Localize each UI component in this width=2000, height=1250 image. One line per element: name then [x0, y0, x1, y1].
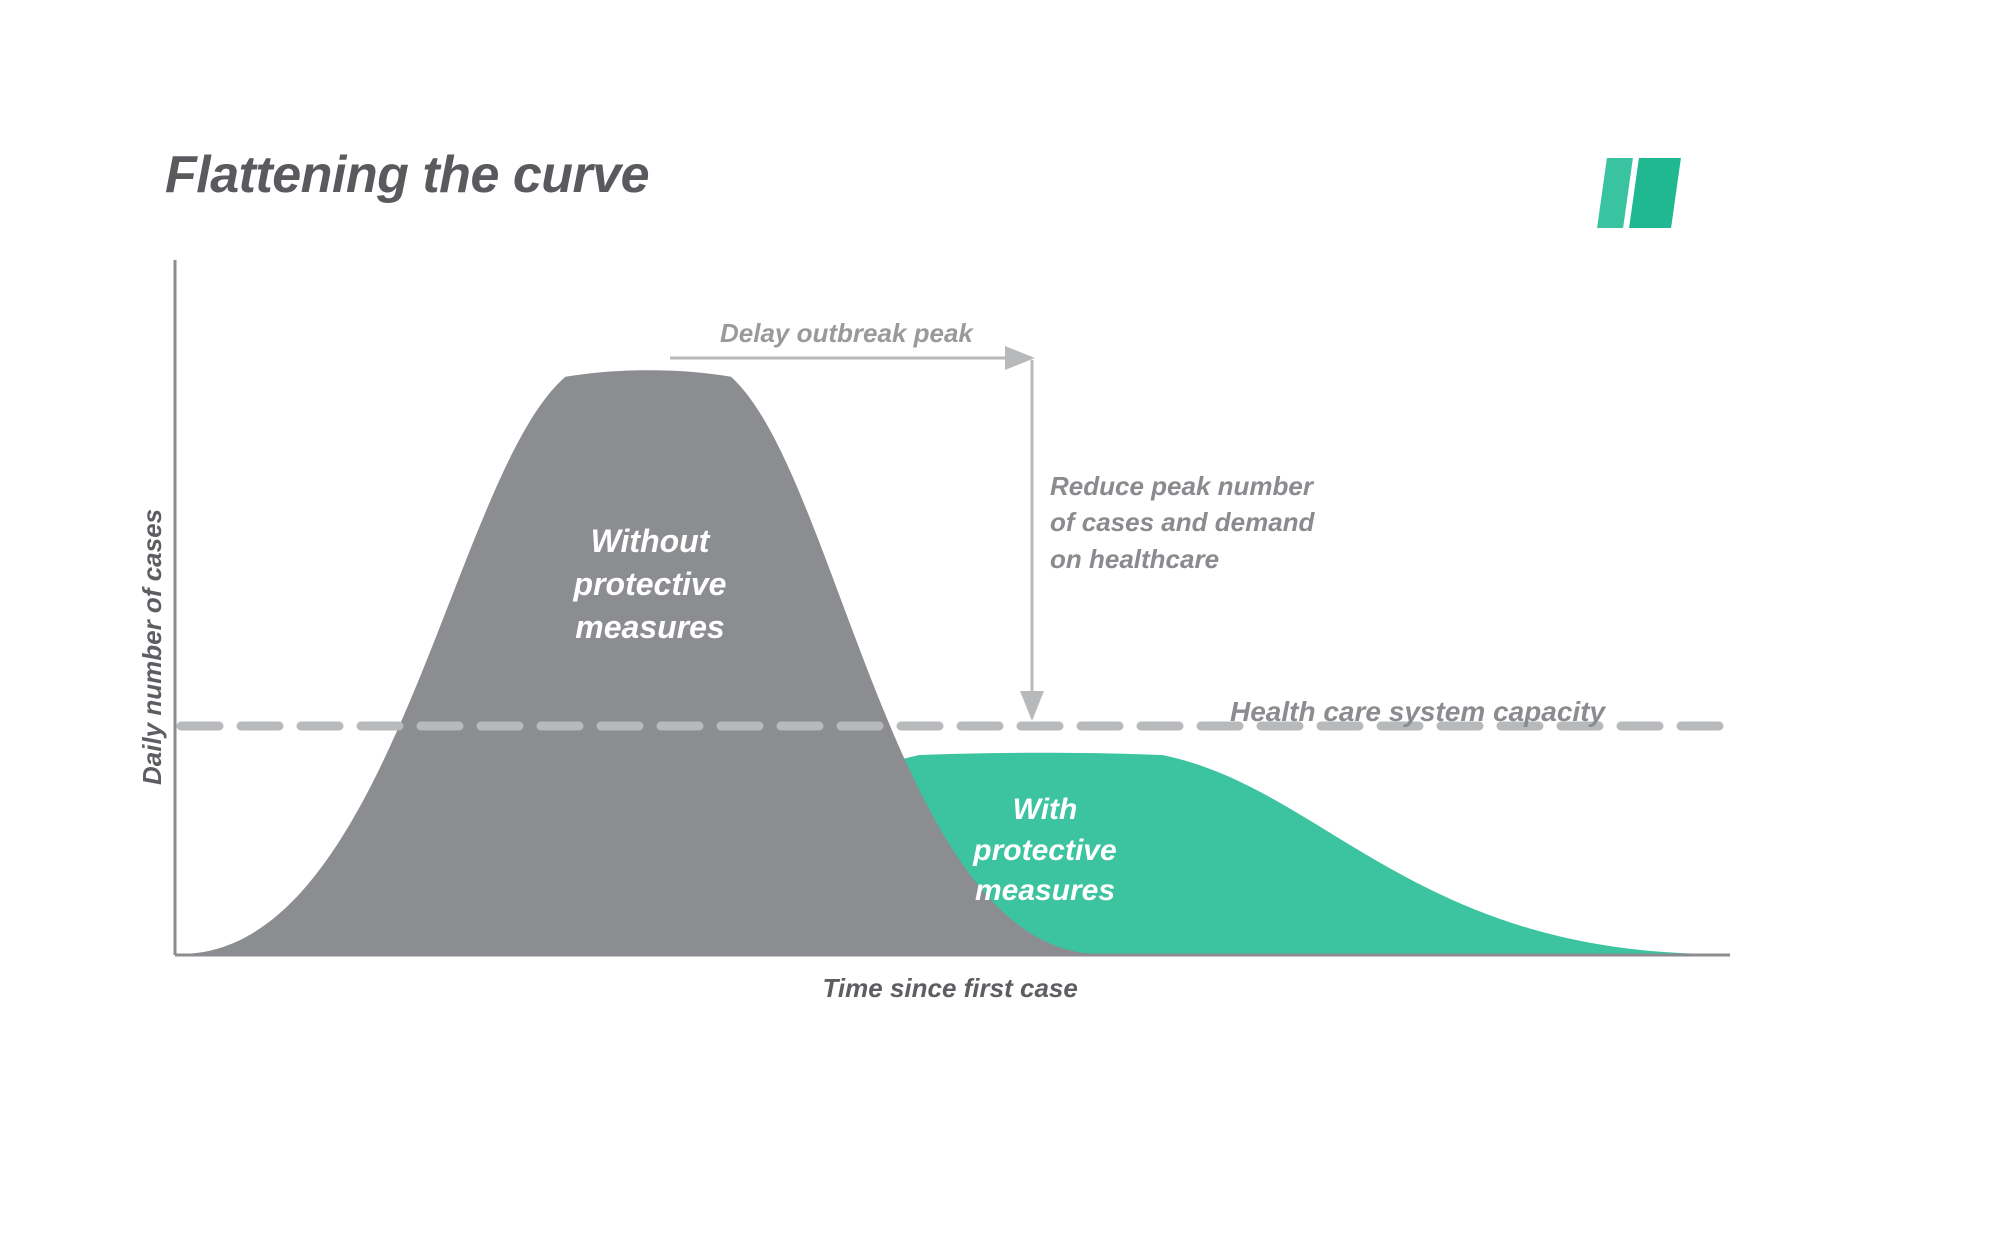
- curve-with-label: Withprotectivemeasures: [940, 790, 1150, 912]
- delay-annotation: Delay outbreak peak: [720, 318, 973, 349]
- reduce-annotation: Reduce peak numberof cases and demandon …: [1050, 468, 1314, 577]
- chart-canvas: Flattening the curve Daily number of cas…: [0, 0, 2000, 1250]
- y-axis-label: Daily number of cases: [137, 509, 168, 785]
- x-axis-label: Time since first case: [823, 973, 1078, 1004]
- flatten-curve-chart: [0, 0, 2000, 1250]
- curve-without-label: Withoutprotectivemeasures: [530, 520, 770, 650]
- capacity-label: Health care system capacity: [1230, 696, 1605, 728]
